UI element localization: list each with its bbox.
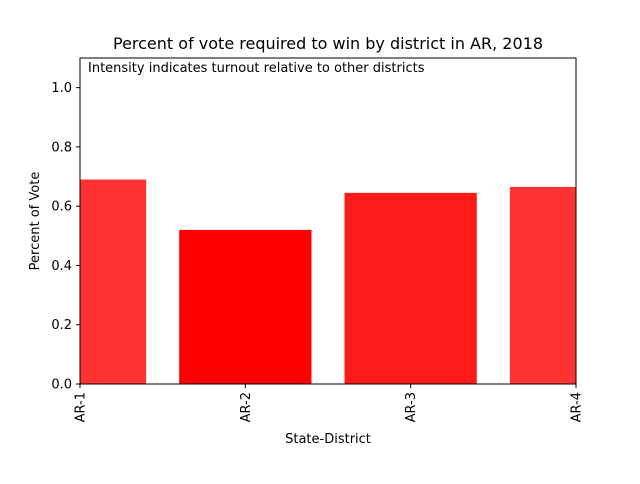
- plot-frame: [79, 57, 577, 385]
- bar-ar-3: [344, 192, 477, 384]
- y-tick-label: 0.2: [51, 318, 72, 333]
- x-axis: AR-1 AR-2 AR-3 AR-4: [74, 384, 585, 422]
- y-tick-label: 1.0: [51, 81, 72, 96]
- x-tick-label: AR-1: [74, 392, 89, 422]
- bar-ar-2: [179, 229, 312, 384]
- x-axis-label: State-District: [285, 432, 371, 447]
- y-axis: 0.0 0.2 0.4 0.6 0.8 1.0: [51, 81, 80, 393]
- x-tick-label: AR-4: [570, 392, 585, 422]
- bars-group: [80, 179, 576, 384]
- y-tick-label: 0.8: [51, 140, 72, 155]
- x-tick-label: AR-2: [239, 392, 254, 422]
- bar-ar-4: [509, 186, 576, 384]
- x-tick-label: AR-3: [404, 392, 419, 422]
- y-tick-label: 0.4: [51, 259, 72, 274]
- y-tick-label: 0.6: [51, 200, 72, 215]
- bar-ar-1: [80, 179, 147, 384]
- chart-annotation: Intensity indicates turnout relative to …: [88, 61, 425, 76]
- y-axis-label: Percent of Vote: [28, 172, 43, 271]
- y-tick-label: 0.0: [51, 378, 72, 393]
- chart-title: Percent of vote required to win by distr…: [113, 34, 543, 53]
